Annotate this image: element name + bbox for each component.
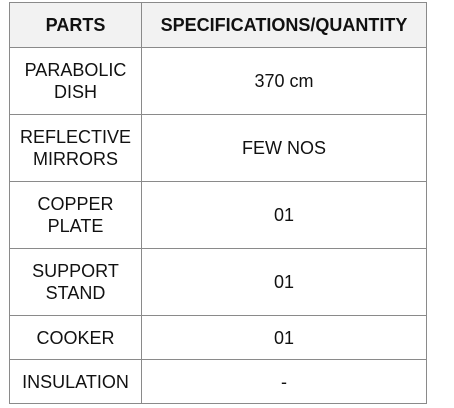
table-row: COOKER 01 — [9, 315, 427, 360]
table-row: REFLECTIVE MIRRORS FEW NOS — [9, 114, 427, 182]
table-row: SUPPORT STAND 01 — [9, 248, 427, 316]
part-line-1: SUPPORT — [32, 261, 119, 281]
spec-cell: 01 — [141, 181, 427, 249]
table-row: PARABOLIC DISH 370 cm — [9, 47, 427, 115]
spec-cell: 01 — [141, 248, 427, 316]
part-line-2: PLATE — [47, 216, 104, 236]
part-line-1: PARABOLIC — [24, 60, 127, 80]
spec-cell: - — [141, 359, 427, 404]
part-line-1: INSULATION — [22, 371, 129, 392]
part-line-1: REFLECTIVE — [19, 127, 132, 147]
spec-cell: 370 cm — [141, 47, 427, 115]
part-cell: COPPER PLATE — [9, 181, 142, 249]
part-cell: SUPPORT STAND — [9, 248, 142, 316]
spec-cell: 01 — [141, 315, 427, 360]
parts-table: PARTS SPECIFICATIONS/QUANTITY PARABOLIC … — [9, 2, 427, 404]
table-row: COPPER PLATE 01 — [9, 181, 427, 249]
part-cell: PARABOLIC DISH — [9, 47, 142, 115]
part-line-1: COPPER — [37, 194, 114, 214]
part-line-2: STAND — [45, 283, 106, 303]
part-line-1: COOKER — [36, 327, 115, 348]
part-cell: REFLECTIVE MIRRORS — [9, 114, 142, 182]
table-row: INSULATION - — [9, 359, 427, 404]
part-line-2: DISH — [53, 82, 97, 102]
header-parts: PARTS — [9, 2, 142, 48]
header-specifications-quantity: SPECIFICATIONS/QUANTITY — [141, 2, 427, 48]
part-line-2: MIRRORS — [33, 149, 118, 169]
table-header-row: PARTS SPECIFICATIONS/QUANTITY — [9, 2, 427, 48]
part-cell: COOKER — [9, 315, 142, 360]
part-cell: INSULATION — [9, 359, 142, 404]
spec-cell: FEW NOS — [141, 114, 427, 182]
